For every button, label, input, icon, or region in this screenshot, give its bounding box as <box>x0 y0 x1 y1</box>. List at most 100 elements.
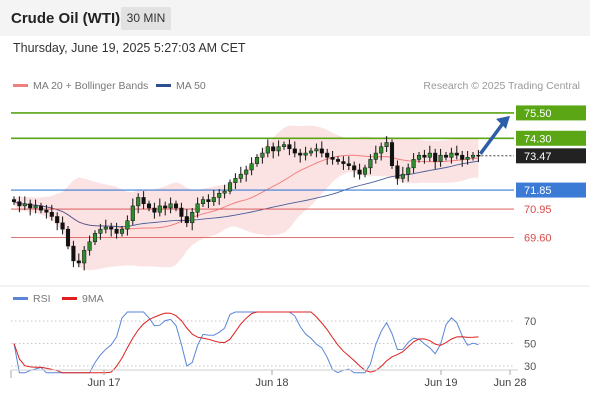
candle-body <box>184 216 189 224</box>
candle-body <box>217 192 222 198</box>
candle-body <box>465 157 470 160</box>
x-tick-label: Jun 19 <box>424 377 457 389</box>
level-tag-74.30 <box>516 130 586 146</box>
candle-body <box>109 226 114 230</box>
candle-body <box>281 144 287 147</box>
candle-body <box>271 146 276 152</box>
candle-body <box>276 146 281 152</box>
instrument-title: Crude Oil (WTI) <box>11 10 121 27</box>
candle-body <box>33 205 38 209</box>
candle-body <box>352 165 357 171</box>
level-label-69.60: 69.60 <box>524 233 552 245</box>
candle-body <box>427 152 432 158</box>
candle-body <box>335 159 341 162</box>
candle-body <box>314 148 319 152</box>
ma50-swatch <box>156 83 171 87</box>
x-tick-label: Jun 17 <box>87 377 120 389</box>
candle-body <box>454 152 459 156</box>
candle-body <box>249 163 254 171</box>
level-tag-71.85 <box>516 182 586 198</box>
candle-body <box>168 203 173 209</box>
candle-body <box>357 169 362 175</box>
bollinger-band <box>14 125 479 271</box>
candle-body <box>211 197 216 202</box>
candle-body <box>76 260 81 264</box>
x-tick-label: Jun 18 <box>255 377 288 389</box>
candle-body <box>227 182 233 192</box>
candle-body <box>422 154 427 158</box>
legend-ma20: MA 20 + Bollinger Bands <box>13 80 148 92</box>
candle-body <box>265 146 270 154</box>
candle-body <box>373 152 378 160</box>
candle-body <box>287 144 292 150</box>
candle-body <box>114 228 119 234</box>
candle-body <box>346 163 351 167</box>
candle-body <box>449 152 454 158</box>
candle-body <box>136 197 141 207</box>
legend-rsi: RSI <box>13 293 51 305</box>
candle-body <box>389 142 395 166</box>
candle-body <box>368 159 373 169</box>
candle-body <box>319 148 324 154</box>
candle-body <box>308 150 314 154</box>
candle-body <box>260 152 265 158</box>
rsi-tick-30: 30 <box>524 361 536 373</box>
candle-body <box>325 152 330 158</box>
level-label-75.50: 75.50 <box>524 108 552 120</box>
rsi-ma-line <box>13 311 479 374</box>
candle-body <box>233 178 238 183</box>
legend-9ma: 9MA <box>62 293 104 305</box>
candle-body <box>200 199 206 205</box>
candle-body <box>416 154 422 160</box>
candle-body <box>438 154 443 162</box>
chart-datetime: Thursday, June 19, 2025 5:27:03 AM CET <box>13 41 246 55</box>
top-bar <box>0 0 590 36</box>
candle-body <box>38 205 44 211</box>
forecast-arrow-line <box>478 120 506 155</box>
candle-body <box>433 152 438 162</box>
level-label-70.95: 70.95 <box>524 204 552 216</box>
timeframe-button[interactable]: 30 MIN <box>121 7 171 30</box>
candle-body <box>157 205 162 213</box>
candle-body <box>49 212 54 217</box>
candle-body <box>222 190 227 194</box>
candle-body <box>476 154 481 157</box>
candle-body <box>152 207 157 213</box>
candle-body <box>119 228 125 234</box>
candle-body <box>28 203 33 209</box>
rsi-line <box>13 311 479 374</box>
candle-body <box>330 157 335 160</box>
candle-body <box>130 205 135 221</box>
candle-body <box>470 154 476 158</box>
candle-body <box>71 245 76 262</box>
candle-body <box>87 241 92 251</box>
candle-body <box>55 216 60 224</box>
candle-body <box>125 220 130 230</box>
candle-body <box>384 142 389 147</box>
x-tick-label: Jun 28 <box>493 377 526 389</box>
candle-body <box>292 148 297 154</box>
level-tag-73.47 <box>516 148 586 164</box>
candle-body <box>98 228 103 234</box>
rsi-tick-70: 70 <box>524 316 536 328</box>
candle-body <box>44 209 49 213</box>
rsi-tick-50: 50 <box>524 339 536 351</box>
legend-ma50: MA 50 <box>156 80 206 92</box>
candle-body <box>82 250 87 264</box>
candle-body <box>173 203 179 209</box>
candle-body <box>146 203 152 209</box>
candle-body <box>298 152 303 156</box>
chart-credit: Research © 2025 Trading Central <box>423 80 580 92</box>
level-tag-75.50 <box>516 105 586 121</box>
candle-body <box>195 203 200 213</box>
candle-body <box>244 169 249 175</box>
level-label-74.30: 74.30 <box>524 133 552 145</box>
candle-body <box>22 203 27 207</box>
candle-body <box>190 212 195 224</box>
candle-body <box>103 226 108 230</box>
candle-body <box>362 167 368 175</box>
rsi-swatch <box>13 296 28 300</box>
candle-body <box>254 157 260 164</box>
candle-body <box>303 152 308 156</box>
